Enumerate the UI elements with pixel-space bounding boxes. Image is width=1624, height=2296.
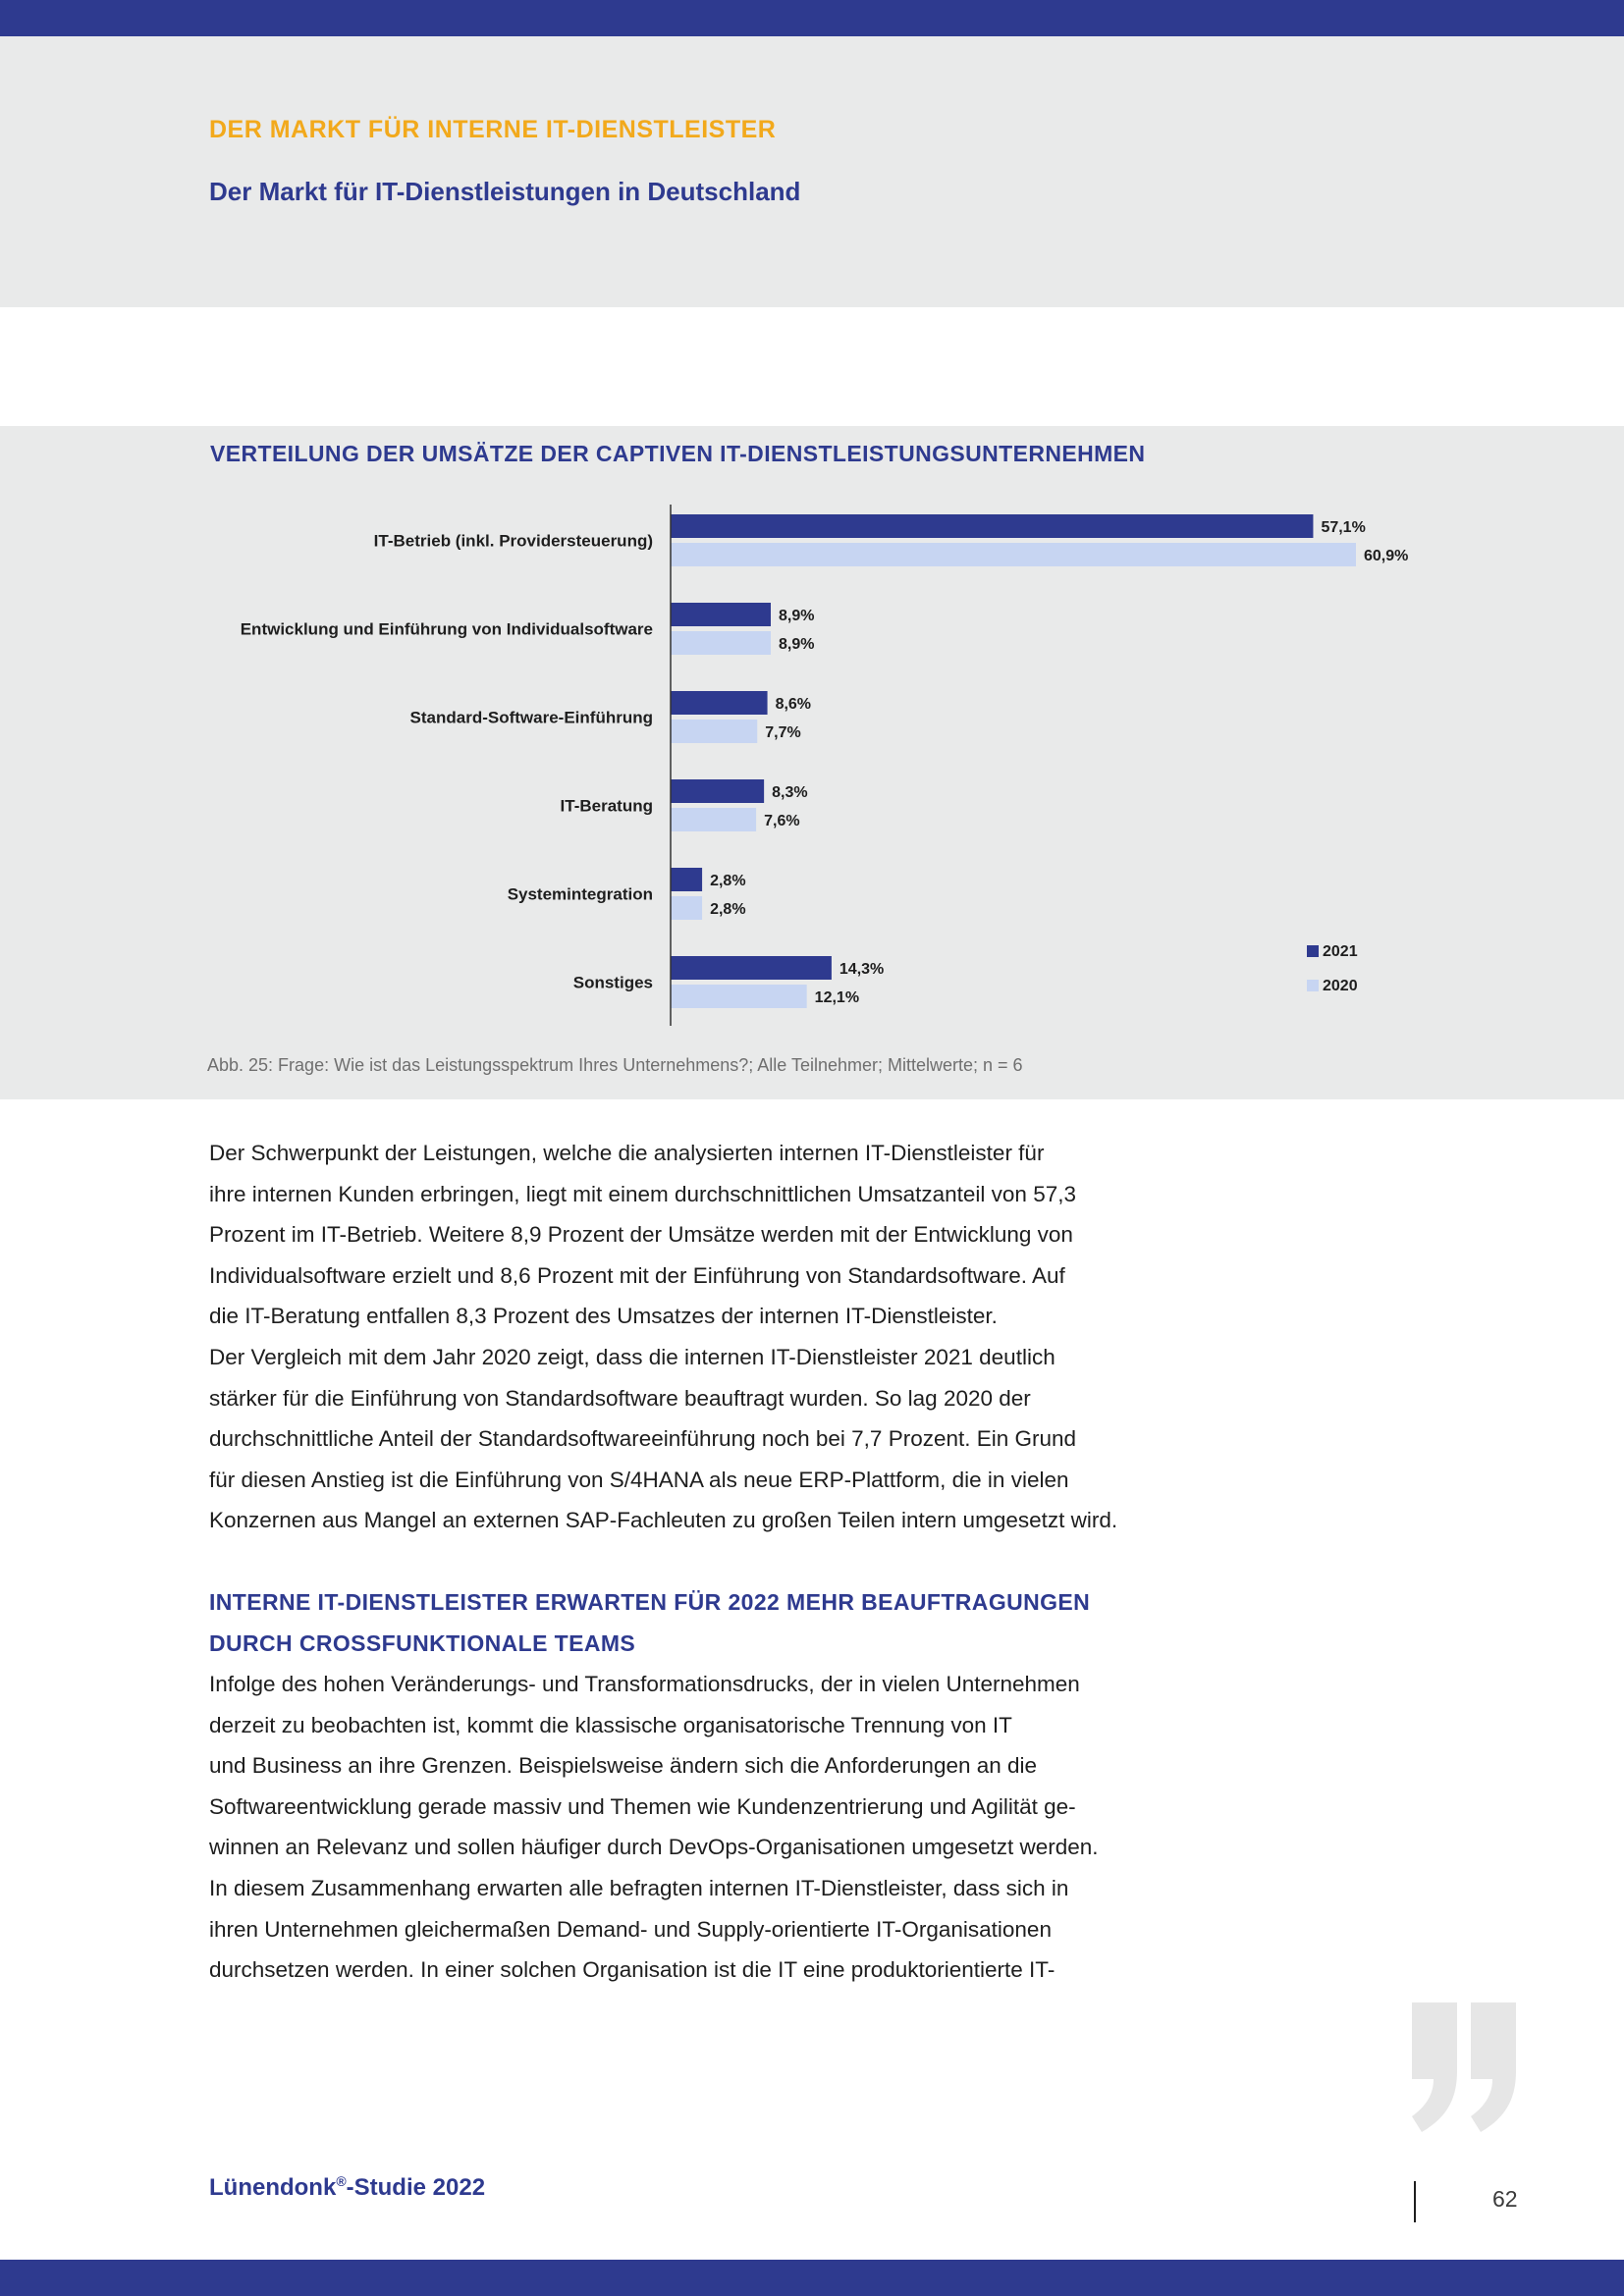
legend-swatch [1307, 945, 1319, 957]
text-line: ihre internen Kunden erbringen, liegt mi… [209, 1181, 1076, 1206]
legend-swatch [1307, 980, 1319, 991]
category-label: IT-Betrieb (inkl. Providersteuerung) [374, 532, 653, 551]
bar [671, 543, 1356, 566]
bar [671, 514, 1314, 538]
quote-mark-icon [1412, 2002, 1516, 2132]
figure-caption: Abb. 25: Frage: Wie ist das Leistungsspe… [207, 1055, 1023, 1075]
category-label: Systemintegration [508, 885, 653, 904]
data-label: 2,8% [710, 873, 745, 889]
text-line: ihren Unternehmen gleichermaßen Demand- … [209, 1916, 1052, 1942]
bar [671, 720, 758, 743]
bar [671, 779, 765, 803]
text-line: und Business an ihre Grenzen. Beispielsw… [209, 1753, 1038, 1779]
data-label: 8,6% [776, 696, 811, 713]
footer-brand: Lünendonk®-Studie 2022 [209, 2173, 485, 2202]
text-line: durchsetzen werden. In einer solchen Org… [209, 1957, 1056, 1983]
text-line: derzeit zu beobachten ist, kommt die kla… [209, 1712, 1012, 1737]
body-paragraph-1: Der Schwerpunkt der Leistungen, welche d… [209, 1133, 1191, 1541]
body-paragraph-2: Infolge des hohen Veränderungs- und Tran… [209, 1664, 1191, 1991]
data-label: 7,7% [765, 724, 800, 741]
header-band [0, 36, 1624, 307]
heading-line: INTERNE IT-DIENSTLEISTER ERWARTEN FÜR 20… [209, 1589, 1091, 1615]
category-label: IT-Beratung [561, 797, 653, 816]
page-number: 62 [1492, 2186, 1518, 2212]
data-label: 12,1% [815, 989, 859, 1006]
data-label: 8,9% [779, 636, 814, 653]
text-line: Prozent im IT-Betrieb. Weitere 8,9 Proze… [209, 1222, 1073, 1248]
data-label: 8,3% [772, 784, 807, 801]
bar [671, 808, 757, 831]
category-label: Sonstiges [573, 974, 653, 992]
registered-mark: ® [336, 2173, 347, 2189]
text-line: durchschnittliche Anteil der Standardsof… [209, 1426, 1077, 1452]
data-label: 14,3% [839, 961, 884, 978]
bar-chart: IT-Betrieb (inkl. Providersteuerung) 57,1… [241, 505, 1408, 1026]
bar [671, 603, 772, 626]
text-line: Konzernen aus Mangel an externen SAP-Fac… [209, 1508, 1118, 1533]
top-bar [0, 0, 1624, 36]
bar [671, 868, 703, 891]
bar [671, 956, 832, 980]
footer-divider [1414, 2181, 1416, 2222]
brand-name: Lünendonk [209, 2174, 337, 2201]
chart-band [0, 426, 1624, 1099]
text-line: In diesem Zusammenhang erwarten alle bef… [209, 1875, 1069, 1900]
bar [671, 985, 807, 1008]
data-label: 2,8% [710, 901, 745, 918]
section-heading: INTERNE IT-DIENSTLEISTER ERWARTEN FÜR 20… [209, 1581, 1090, 1664]
data-label: 60,9% [1364, 548, 1408, 564]
section-subtitle: Der Markt für IT-Dienstleistungen in Deu… [209, 177, 801, 206]
chart-title: VERTEILUNG DER UMSÄTZE DER CAPTIVEN IT-D… [210, 441, 1146, 466]
heading-line: DURCH CROSSFUNKTIONALE TEAMS [209, 1630, 636, 1656]
data-label: 7,6% [764, 813, 799, 829]
section-kicker: DER MARKT FÜR INTERNE IT-DIENSTLEISTER [209, 116, 777, 143]
study-name: -Studie 2022 [346, 2174, 486, 2201]
category-label: Entwicklung und Einführung von Individua… [241, 620, 653, 639]
data-label: 8,9% [779, 608, 814, 624]
text-line: stärker für die Einführung von Standards… [209, 1385, 1031, 1411]
bar [671, 896, 703, 920]
text-line: winnen an Relevanz und sollen häufiger d… [209, 1835, 1099, 1860]
text-line: für diesen Anstieg ist die Einführung vo… [209, 1467, 1069, 1492]
text-line: Der Schwerpunkt der Leistungen, welche d… [209, 1141, 1045, 1165]
text-line: Infolge des hohen Veränderungs- und Tran… [209, 1672, 1080, 1696]
text-line: Der Vergleich mit dem Jahr 2020 zeigt, d… [209, 1344, 1056, 1369]
bottom-bar [0, 2260, 1624, 2296]
bar [671, 631, 772, 655]
legend-label: 2021 [1323, 943, 1358, 960]
category-label: Standard-Software-Einführung [410, 709, 653, 727]
data-label: 57,1% [1321, 519, 1365, 536]
text-line: Individualsoftware erzielt und 8,6 Proze… [209, 1262, 1065, 1288]
bar [671, 691, 768, 715]
text-line: Softwareentwicklung gerade massiv und Th… [209, 1793, 1076, 1819]
legend-label: 2020 [1323, 978, 1358, 994]
text-line: die IT-Beratung entfallen 8,3 Prozent de… [209, 1304, 998, 1329]
